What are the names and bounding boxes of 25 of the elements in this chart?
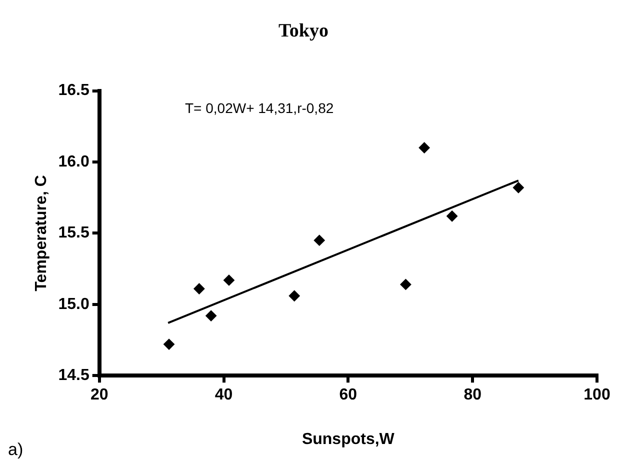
- point: [206, 310, 217, 322]
- x-tick-label: 20: [90, 386, 108, 404]
- y-tick-label: 15.5: [58, 224, 90, 242]
- x-tick-label: 60: [339, 386, 358, 404]
- text: a): [8, 440, 24, 460]
- point: [446, 210, 458, 222]
- point: [314, 234, 325, 246]
- y-axis-title: Temperature, C: [33, 174, 50, 292]
- y-tick-label: 16.5: [58, 82, 90, 100]
- y-tick-label: 16.0: [58, 153, 90, 170]
- x-tick-label: 80: [464, 386, 482, 404]
- annotation: T= 0,02W+ 14,31,r-0,82: [185, 100, 334, 116]
- chart-title: Tokyo: [278, 20, 328, 42]
- point: [418, 142, 430, 154]
- point: [194, 283, 205, 294]
- point: [164, 338, 175, 350]
- point: [288, 290, 300, 302]
- point: [223, 274, 234, 286]
- x-tick-label: 40: [214, 386, 233, 404]
- point: [400, 278, 412, 290]
- y-tick-label: 15.0: [58, 296, 90, 313]
- x-axis-title: Sunspots,W: [302, 430, 396, 448]
- point: [512, 182, 524, 194]
- y-tick-label: 14.5: [58, 367, 90, 384]
- x-tick-label: 100: [584, 386, 610, 404]
